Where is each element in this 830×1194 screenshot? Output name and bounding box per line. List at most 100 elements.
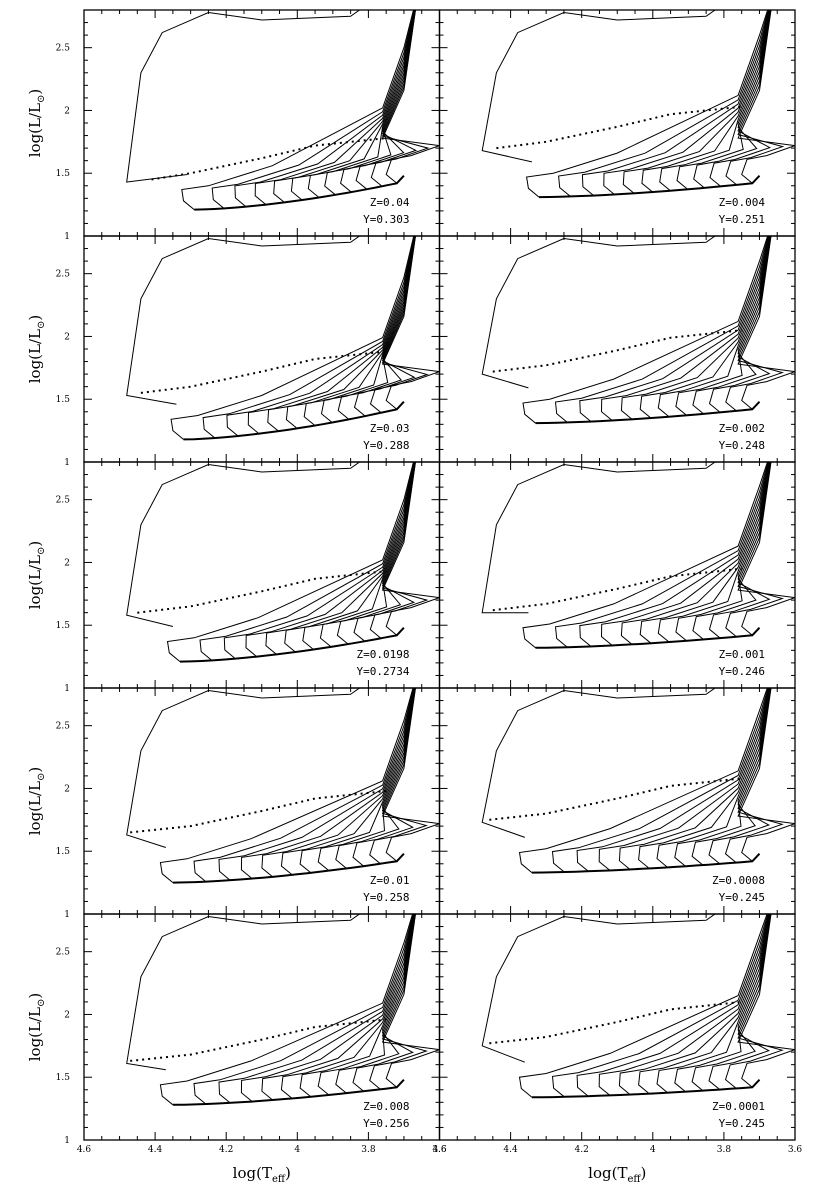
track-line [518, 914, 768, 1098]
track-line [199, 462, 415, 661]
panel-3: 1 1.5 2 2.5 Z=0.03 Y=0.288 [56, 235, 441, 468]
track-line [598, 914, 770, 1096]
helium-label: Y=0.245 [719, 891, 765, 904]
track-line [324, 10, 416, 196]
x-tick-label: 3.6 [432, 1145, 447, 1155]
zams-line [179, 627, 405, 663]
track-line [335, 688, 416, 869]
tracks [126, 236, 440, 441]
zams-line [194, 175, 405, 211]
track-line [335, 914, 416, 1094]
track-line [641, 10, 771, 193]
track-line [656, 914, 771, 1094]
track-line [126, 462, 361, 627]
track-line [657, 462, 771, 643]
metallicity-label: Z=0.01 [370, 874, 410, 887]
x-tick-label: 3.6 [788, 1145, 803, 1155]
x-axis-title: log(Teff) [233, 1164, 291, 1185]
track-line [522, 462, 768, 649]
y-tick-label: 1.5 [56, 169, 71, 179]
track-line [481, 236, 716, 389]
track-line [676, 10, 771, 190]
metallicity-label: Z=0.03 [370, 422, 410, 435]
track-line [369, 688, 428, 865]
x-tick-label: 4.6 [77, 1145, 92, 1155]
track-line [369, 462, 429, 639]
track-line [352, 688, 416, 867]
track-line [240, 914, 415, 1102]
track-line [481, 688, 716, 838]
track-line [218, 688, 415, 881]
metallicity-label: Z=0.008 [363, 1100, 409, 1113]
y-axis-title: log(L/L⊙) [26, 767, 47, 836]
zams-line [538, 175, 761, 199]
panel-7: 1 1.5 2 2.5 Z=0.01 Y=0.258 [56, 687, 441, 920]
x-axis-title: log(Teff) [588, 1164, 646, 1185]
track-line [317, 914, 416, 1096]
track-line [724, 688, 784, 863]
track-line [691, 914, 772, 1091]
y-tick-label: 2.5 [56, 948, 71, 958]
y-axis-title: log(L/L⊙) [26, 315, 47, 384]
track-line [247, 236, 416, 435]
track-line [381, 914, 440, 1088]
metallicity-label: Z=0.002 [719, 422, 765, 435]
y-tick-label: 1.5 [56, 395, 71, 405]
track-line [181, 10, 414, 210]
track-line [481, 914, 716, 1063]
y-tick-label: 2 [64, 1010, 70, 1020]
track-line [656, 688, 771, 868]
y-tick-label: 2 [64, 558, 70, 568]
dotted-boundary [492, 329, 742, 373]
track-line [267, 236, 416, 432]
track-line [336, 462, 416, 645]
zams-line [172, 1079, 405, 1106]
track-line [353, 236, 416, 417]
track-line [708, 914, 772, 1090]
tracks [126, 10, 440, 211]
track-line [381, 236, 440, 410]
x-tick-label: 4.2 [219, 1145, 233, 1155]
tracks [481, 10, 795, 199]
track-line [725, 10, 785, 186]
track-line [674, 914, 771, 1093]
track-line [193, 688, 414, 882]
track-line [303, 236, 416, 426]
track-line [737, 914, 795, 1088]
ticks [439, 913, 796, 1141]
track-line [576, 914, 770, 1097]
track-line [159, 914, 414, 1106]
track-line [126, 914, 361, 1071]
track-line [618, 688, 771, 870]
track-line [708, 462, 772, 639]
track-line [691, 688, 772, 866]
track-line [218, 914, 415, 1104]
track-line [581, 10, 770, 196]
helium-label: Y=0.2734 [357, 665, 410, 678]
ticks [439, 687, 796, 915]
dotted-boundary [489, 777, 742, 821]
dotted-boundary [130, 1018, 387, 1062]
track-line [159, 688, 414, 883]
track-line [600, 236, 770, 421]
y-tick-label: 1 [64, 458, 70, 468]
zams-line [531, 853, 761, 874]
track-line [240, 688, 415, 879]
track-line [369, 236, 429, 414]
zams-line [535, 401, 761, 425]
track-line [126, 10, 361, 183]
dotted-boundary [489, 1000, 742, 1045]
ticks [439, 461, 796, 689]
tracks [481, 688, 795, 874]
track-line [693, 10, 772, 189]
track-line [725, 236, 784, 412]
track-line [579, 236, 770, 422]
track-line [675, 236, 771, 416]
track-line [639, 236, 771, 419]
dotted-boundary [130, 790, 387, 834]
ticks [439, 235, 796, 463]
zams-line [531, 1079, 761, 1099]
track-line [261, 688, 415, 878]
zams-line [172, 853, 405, 884]
